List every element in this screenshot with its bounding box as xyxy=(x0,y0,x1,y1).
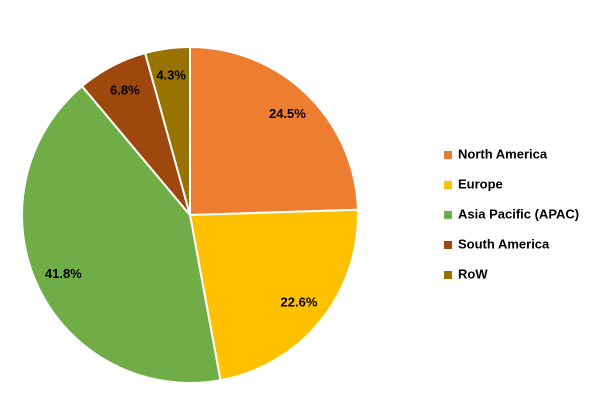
legend-label: Europe xyxy=(458,176,503,191)
data-label: 24.5% xyxy=(269,106,306,121)
legend-label: Asia Pacific (APAC) xyxy=(458,206,579,221)
pie-slice xyxy=(21,84,222,384)
legend-swatch xyxy=(444,211,452,219)
legend-swatch xyxy=(444,271,452,279)
legend-label: North America xyxy=(458,146,548,161)
pie-slice xyxy=(143,45,191,216)
legend-swatch xyxy=(444,151,452,159)
pie-slice xyxy=(188,208,359,382)
legend-swatch xyxy=(444,181,452,189)
data-label: 6.8% xyxy=(110,83,140,98)
pie-slice xyxy=(189,45,359,217)
data-label: 41.8% xyxy=(45,266,82,281)
legend-label: South America xyxy=(458,236,550,251)
legend-swatch xyxy=(444,241,452,249)
legend-label: RoW xyxy=(458,266,488,281)
data-label: 22.6% xyxy=(281,294,318,309)
data-label: 4.3% xyxy=(156,68,186,83)
